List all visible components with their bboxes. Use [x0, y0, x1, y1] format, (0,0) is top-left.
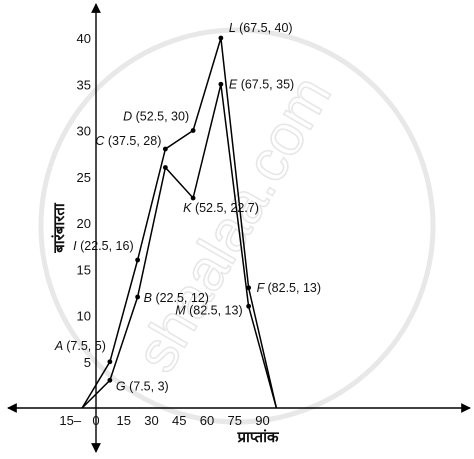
x-tick-label: 75	[228, 413, 242, 428]
data-point	[162, 165, 168, 170]
data-point-C	[162, 146, 168, 152]
point-label-K: K (52.5, 22.7)	[183, 201, 259, 215]
point-label-M: M (82.5, 13)	[175, 303, 242, 317]
point-label-L: L (67.5, 40)	[229, 21, 293, 35]
y-tick-label: 15	[77, 262, 91, 277]
data-point-M	[246, 303, 252, 309]
y-tick-labels: 5 10 15 20 25 30 35 40	[77, 31, 91, 370]
y-axis-title: बारंबारता	[50, 202, 68, 254]
data-point-D	[190, 128, 196, 133]
y-tick-label: 35	[77, 77, 91, 92]
x-tick-labels: 15– 0 15 30 45 60 75 90	[59, 413, 269, 428]
x-tick-label: 45	[172, 413, 186, 428]
point-label-C: C (37.5, 28)	[95, 134, 161, 148]
data-point-I	[135, 257, 141, 263]
point-label-E: E (67.5, 35)	[229, 77, 294, 91]
data-point-B	[135, 294, 141, 300]
point-label-I: I (22.5, 16)	[73, 239, 133, 253]
x-tick-label: 30	[144, 413, 158, 428]
x-tick-label: 0	[92, 413, 99, 428]
data-point-K	[190, 195, 196, 201]
point-labels: A (7.5, 5) I (22.5, 16) C (37.5, 28) D (52.…	[54, 21, 321, 393]
data-point-A	[107, 359, 113, 365]
series-layer	[81, 35, 278, 409]
axes	[7, 3, 471, 453]
data-point-F	[246, 285, 252, 291]
data-point-L	[218, 35, 224, 41]
x-tick-label: 90	[255, 413, 269, 428]
data-point-E	[218, 81, 224, 87]
x-tick-label: 15–	[59, 413, 81, 428]
y-tick-label: 40	[77, 31, 91, 46]
x-tick-label: 15	[117, 413, 131, 428]
point-label-F: F (82.5, 13)	[257, 281, 321, 295]
point-label-D: D (52.5, 30)	[123, 110, 189, 124]
watermark-circle	[38, 27, 436, 425]
y-tick-label: 5	[84, 355, 91, 370]
y-tick-label: 20	[77, 216, 91, 231]
point-label-G: G (7.5, 3)	[116, 379, 169, 393]
data-point-G	[107, 377, 113, 383]
y-tick-label: 25	[77, 170, 91, 185]
y-tick-label: 30	[77, 124, 91, 139]
series-line-2	[81, 84, 278, 409]
y-tick-label: 10	[77, 309, 91, 324]
x-tick-label: 60	[200, 413, 214, 428]
series-line-1	[81, 37, 278, 409]
point-label-A: A (7.5, 5)	[54, 339, 106, 353]
point-label-B: B (22.5, 12)	[144, 291, 209, 305]
x-axis-title: प्राप्तांक	[237, 428, 280, 446]
